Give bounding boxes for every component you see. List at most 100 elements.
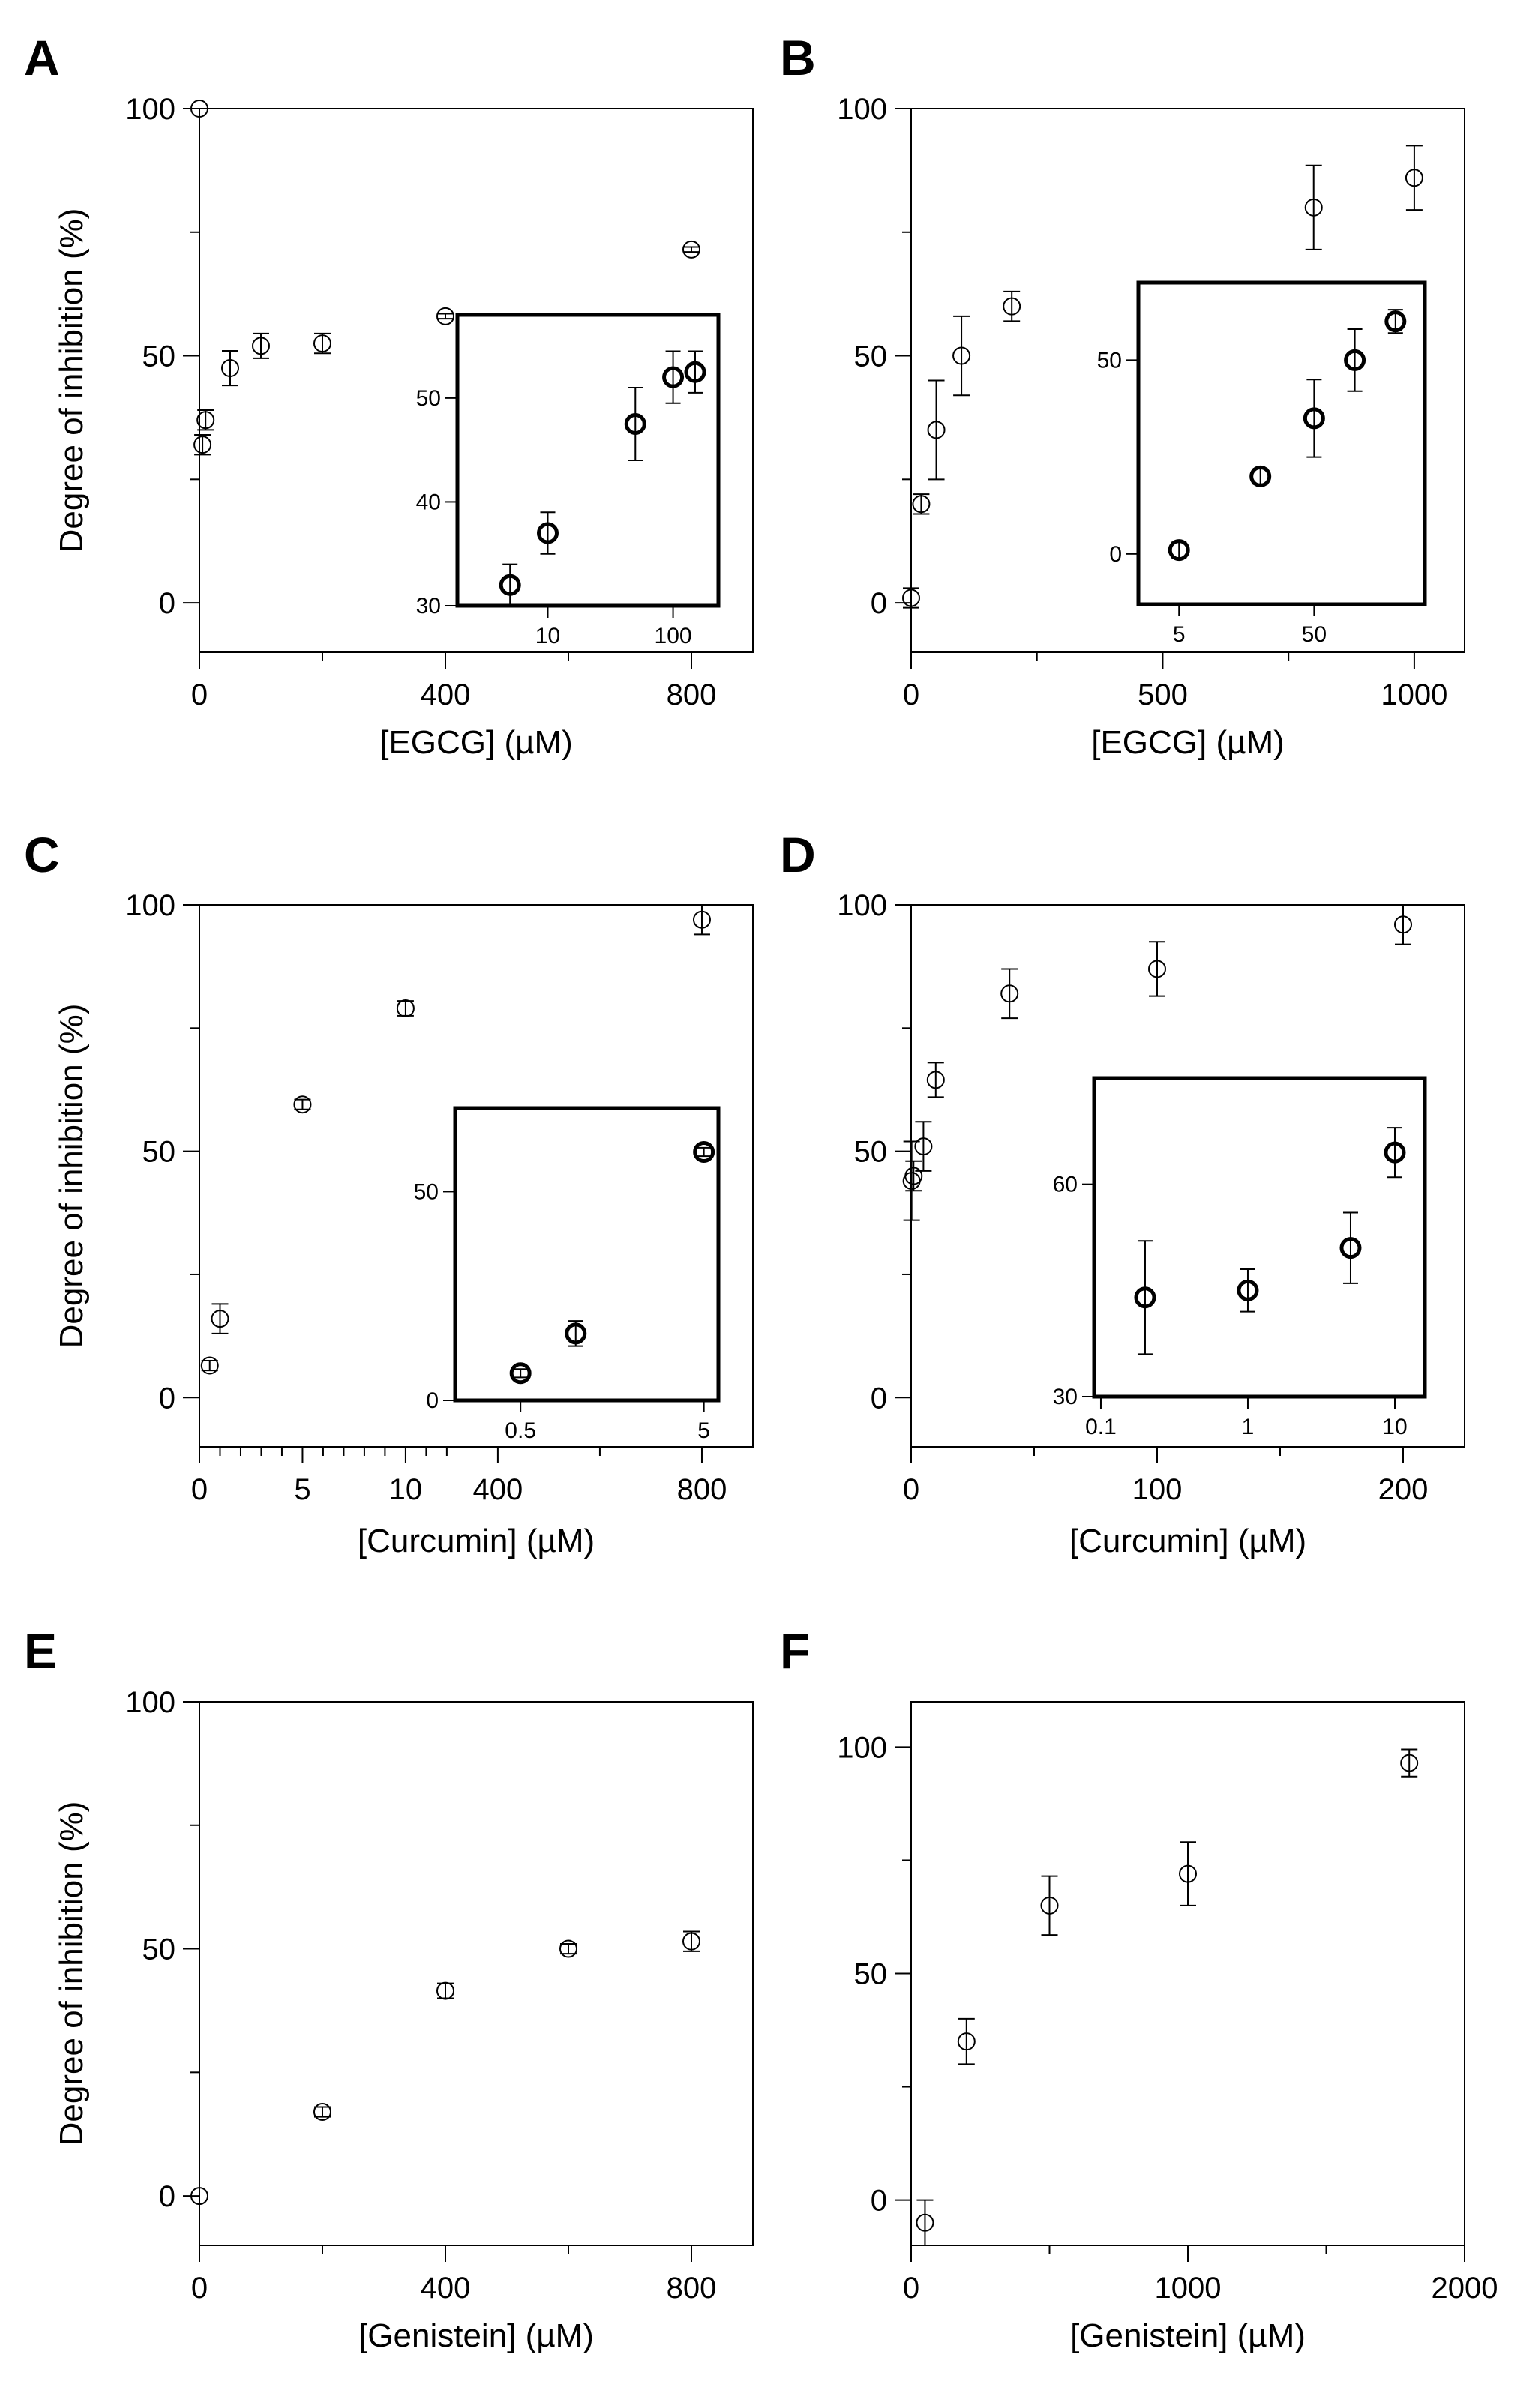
- panel-label-b: B: [780, 30, 816, 85]
- x-tick-label: 800: [667, 678, 717, 711]
- error-bar: [915, 1121, 932, 1172]
- inset-data-point: [662, 366, 685, 388]
- y-tick-label: 100: [837, 889, 887, 922]
- x-tick-label: 10: [389, 1473, 423, 1506]
- inset-error-bar: [540, 511, 556, 555]
- inset-error-bar: [1240, 1268, 1255, 1313]
- inset-error-bar: [687, 350, 703, 394]
- inset-x-tick-label: 1: [1242, 1415, 1255, 1439]
- inset-frame: [453, 1106, 721, 1403]
- data-point: [692, 910, 711, 929]
- panel-label-d: D: [780, 827, 816, 882]
- inset-x-tick-label: 10: [535, 624, 560, 648]
- x-tick-label: 0: [903, 1473, 919, 1506]
- plot-frame-f: [910, 1701, 1465, 2246]
- x-axis-label: [Curcumin] (µM): [1069, 1523, 1306, 1559]
- x-tick-label: 200: [1378, 1473, 1429, 1506]
- panel-f: F 0 1000 2000 0 50 100 [Genistein] (µM): [780, 1623, 1498, 2354]
- inset-data-point: [1384, 310, 1407, 333]
- panel-label-a: A: [24, 30, 60, 85]
- data-point: [682, 240, 700, 259]
- inset-error-bar: [1347, 328, 1363, 392]
- data-point: [1040, 1896, 1059, 1915]
- data-point: [916, 2213, 934, 2232]
- error-bar: [1149, 941, 1165, 997]
- data-point: [559, 1939, 577, 1958]
- data-point: [1003, 297, 1021, 316]
- inset-x-tick-label: 10: [1382, 1415, 1407, 1439]
- error-bar: [1001, 968, 1018, 1020]
- x-tick-label: 0: [903, 2272, 919, 2305]
- x-axis-label: [EGCG] (µM): [1091, 724, 1285, 761]
- error-bar: [953, 315, 970, 397]
- data-point: [221, 359, 239, 378]
- inset-data-point: [1344, 349, 1366, 371]
- y-tick-label: 0: [159, 2180, 175, 2213]
- data-point: [1179, 1864, 1197, 1883]
- inset-y-tick-label: 30: [416, 594, 441, 618]
- data-point: [1400, 1754, 1419, 1772]
- data-point: [313, 2103, 331, 2122]
- y-axis-label: Degree of inhibition (%): [53, 1802, 90, 2146]
- error-bar: [1401, 1748, 1418, 1778]
- panel-label-f: F: [780, 1623, 810, 1679]
- inset-a: 10 100 30 40 50: [416, 313, 721, 648]
- error-bar: [437, 1982, 454, 1999]
- inset-data-point: [1384, 1141, 1406, 1164]
- error-bar: [913, 493, 930, 515]
- data-point: [926, 1071, 945, 1089]
- panel-e: E 0 400 800 0 50 100 [Genistein] (µM) Degree of …: [24, 1623, 754, 2354]
- inset-error-bar: [628, 387, 643, 461]
- data-point: [196, 411, 215, 430]
- plot-frame-e: [199, 1701, 754, 2246]
- inset-error-bar: [1387, 1127, 1402, 1179]
- error-bar: [683, 246, 700, 253]
- error-bar: [560, 1942, 577, 1955]
- data-point: [1304, 198, 1323, 217]
- x-tick-label: 1000: [1381, 678, 1447, 711]
- error-bar: [294, 1098, 311, 1110]
- panel-a: A 0 400 800 0 50 100 [EGCG] (µM) Degree of inhib…: [24, 30, 754, 761]
- inset-data-point: [1168, 539, 1190, 562]
- error-bar: [916, 2199, 934, 2246]
- y-tick-label: 0: [871, 2185, 887, 2218]
- x-tick-label: 400: [421, 2272, 471, 2305]
- error-bar: [905, 1160, 922, 1192]
- inset-data-point: [499, 574, 521, 596]
- data-point: [904, 1167, 923, 1185]
- error-bar: [397, 1000, 414, 1017]
- x-tick-label: 0: [191, 678, 208, 711]
- inset-y-tick-label: 50: [1097, 348, 1122, 373]
- x-tick-label: 0: [191, 2272, 208, 2305]
- y-tick-label: 0: [159, 587, 175, 620]
- y-tick-label: 100: [125, 889, 175, 922]
- inset-x-tick-label: 5: [697, 1418, 710, 1443]
- error-bar: [1305, 164, 1322, 250]
- inset-data-point: [624, 413, 646, 435]
- inset-y-tick-label: 50: [416, 386, 441, 411]
- inset-error-bar: [1342, 1211, 1358, 1284]
- inset-frame: [1092, 1076, 1427, 1399]
- data-point: [193, 436, 212, 454]
- data-point: [190, 2187, 208, 2206]
- inset-b: 5 50 0 50: [1097, 280, 1427, 647]
- data-point: [252, 337, 270, 355]
- error-bar: [903, 1140, 920, 1221]
- error-bar: [222, 349, 238, 387]
- inset-error-bar: [665, 350, 681, 404]
- error-bar: [1041, 1875, 1058, 1936]
- inset-data-point: [693, 1141, 715, 1163]
- plot-frame-b: [910, 108, 1465, 653]
- y-tick-label: 50: [142, 1136, 176, 1169]
- y-tick-label: 0: [871, 1382, 887, 1415]
- inset-x-tick-label: 5: [1173, 622, 1186, 647]
- data-point: [902, 589, 920, 607]
- panel-d: D 0 100 200 0 50 100 [Curcumin] (µM) 0.1 1 10 30 60: [780, 827, 1465, 1559]
- inset-y-tick-label: 0: [426, 1388, 439, 1413]
- error-bar: [211, 1303, 229, 1334]
- y-axis-label: Degree of inhibition (%): [53, 208, 90, 553]
- y-tick-label: 100: [125, 1686, 175, 1719]
- error-bar: [1405, 145, 1423, 211]
- inset-data-point: [1249, 465, 1272, 487]
